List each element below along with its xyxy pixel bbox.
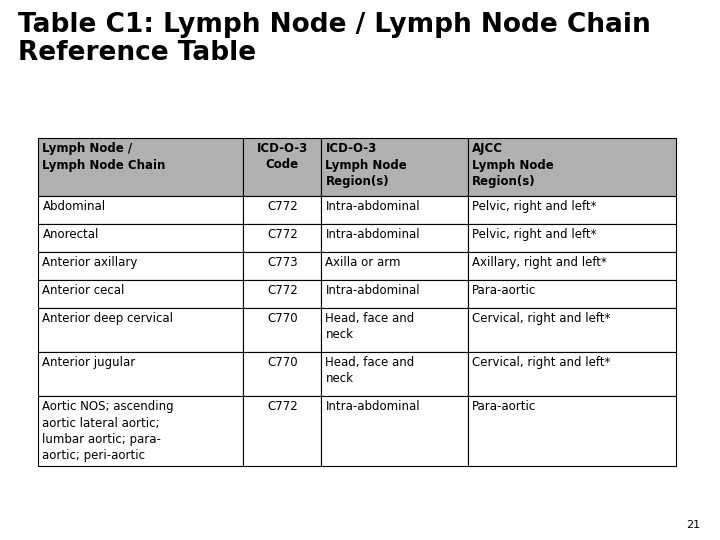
Bar [322,196,468,224]
Bar [38,280,243,308]
Bar [468,224,676,252]
Text: Anterior jugular: Anterior jugular [42,356,135,369]
Text: Para-aortic: Para-aortic [472,284,536,297]
Bar [38,396,243,466]
Text: Abdominal: Abdominal [42,200,106,213]
Text: Pelvic, right and left*: Pelvic, right and left* [472,200,597,213]
Bar [468,138,676,196]
Text: Lymph Node /
Lymph Node Chain: Lymph Node / Lymph Node Chain [42,142,166,172]
Bar [243,252,322,280]
Text: Axillary, right and left*: Axillary, right and left* [472,256,607,269]
Bar [38,252,243,280]
Bar [322,396,468,466]
Text: Intra-abdominal: Intra-abdominal [325,284,420,297]
Text: Para-aortic: Para-aortic [472,400,536,413]
Text: Aortic NOS; ascending
aortic lateral aortic;
lumbar aortic; para-
aortic; peri-a: Aortic NOS; ascending aortic lateral aor… [42,400,174,462]
Text: Intra-abdominal: Intra-abdominal [325,228,420,241]
Bar [243,196,322,224]
Text: C773: C773 [267,256,297,269]
Text: C770: C770 [267,356,297,369]
Bar [468,196,676,224]
Bar [38,308,243,352]
Bar [468,352,676,396]
Text: Cervical, right and left*: Cervical, right and left* [472,312,611,325]
Bar [243,280,322,308]
Bar [243,224,322,252]
Text: AJCC
Lymph Node
Region(s): AJCC Lymph Node Region(s) [472,142,554,188]
Text: C772: C772 [267,228,297,241]
Text: C772: C772 [267,284,297,297]
Text: Anorectal: Anorectal [42,228,99,241]
Text: C772: C772 [267,200,297,213]
Bar [322,138,468,196]
Text: Table C1: Lymph Node / Lymph Node Chain: Table C1: Lymph Node / Lymph Node Chain [18,12,651,38]
Text: ICD-O-3
Lymph Node
Region(s): ICD-O-3 Lymph Node Region(s) [325,142,408,188]
Text: Head, face and
neck: Head, face and neck [325,356,415,386]
Bar [243,352,322,396]
Bar [322,224,468,252]
Text: Reference Table: Reference Table [18,40,256,66]
Bar [38,196,243,224]
Text: Intra-abdominal: Intra-abdominal [325,200,420,213]
Bar [243,396,322,466]
Text: ICD-O-3
Code: ICD-O-3 Code [256,142,308,172]
Text: Intra-abdominal: Intra-abdominal [325,400,420,413]
Bar [468,280,676,308]
Bar [322,352,468,396]
Bar [468,252,676,280]
Bar [322,280,468,308]
Text: Anterior deep cervical: Anterior deep cervical [42,312,174,325]
Bar [38,224,243,252]
Bar [322,252,468,280]
Text: Pelvic, right and left*: Pelvic, right and left* [472,228,597,241]
Text: 21: 21 [686,520,700,530]
Text: Cervical, right and left*: Cervical, right and left* [472,356,611,369]
Bar [322,308,468,352]
Bar [243,308,322,352]
Bar [38,138,243,196]
Text: C770: C770 [267,312,297,325]
Bar [468,396,676,466]
Text: Anterior axillary: Anterior axillary [42,256,138,269]
Text: C772: C772 [267,400,297,413]
Text: Anterior cecal: Anterior cecal [42,284,125,297]
Text: Head, face and
neck: Head, face and neck [325,312,415,341]
Bar [243,138,322,196]
Bar [468,308,676,352]
Text: Axilla or arm: Axilla or arm [325,256,401,269]
Bar [38,352,243,396]
